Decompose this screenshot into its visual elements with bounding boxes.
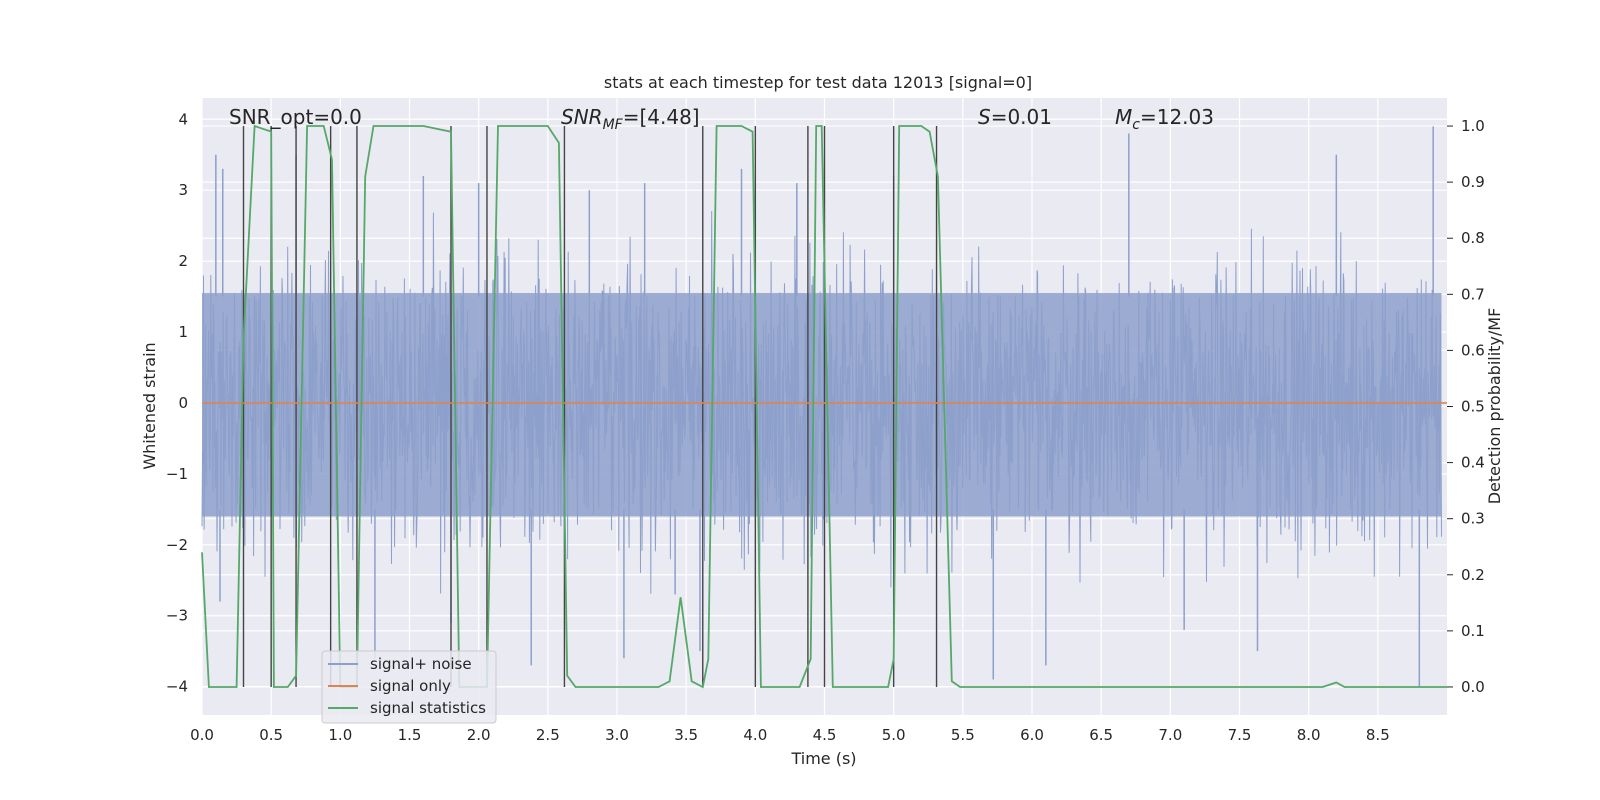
annotation-snr-opt: SNR_opt=0.0 bbox=[229, 105, 362, 129]
x-tick-label-7: 3.5 bbox=[674, 726, 698, 744]
y-tick-label-5: 1 bbox=[178, 323, 188, 341]
annotations: SNR_opt=0.0 SNRMF=[4.48] S=0.01 Mc=12.03 bbox=[229, 105, 1214, 133]
y2-tick-label-2: 0.2 bbox=[1461, 566, 1485, 584]
x-tick-label-9: 4.5 bbox=[813, 726, 837, 744]
chart-title: stats at each timestep for test data 120… bbox=[604, 73, 1032, 92]
x-tick-label-13: 6.5 bbox=[1089, 726, 1113, 744]
x-tick-label-3: 1.5 bbox=[398, 726, 422, 744]
y-tick-label-3: −1 bbox=[166, 465, 188, 483]
signal-statistics-line bbox=[201, 124, 1447, 689]
noise-trace bbox=[201, 210, 1442, 594]
y2-tick-label-0: 0.0 bbox=[1461, 678, 1485, 696]
y2-tick-label-7: 0.7 bbox=[1461, 285, 1485, 303]
x-tick-label-10: 5.0 bbox=[882, 726, 906, 744]
y2-tick-label-9: 0.9 bbox=[1461, 173, 1485, 191]
x-tick-label-6: 3.0 bbox=[605, 726, 629, 744]
x-tick-label-11: 5.5 bbox=[951, 726, 975, 744]
y-axis-ticks: −4 −3 −2 −1 0 1 2 3 4 bbox=[166, 110, 188, 695]
x-axis-ticks: 0.0 0.5 1.0 1.5 2.0 2.5 3.0 3.5 4.0 4.5 5.0 5.5 6.0 6… bbox=[190, 726, 1390, 744]
x-tick-label-17: 8.5 bbox=[1366, 726, 1390, 744]
y-axis-label: Whitened strain bbox=[140, 342, 159, 469]
y2-tick-label-10: 1.0 bbox=[1461, 117, 1485, 135]
x-axis-label: Time (s) bbox=[790, 749, 856, 768]
x-tick-label-0: 0.0 bbox=[190, 726, 214, 744]
x-tick-label-16: 8.0 bbox=[1297, 726, 1321, 744]
y-tick-label-0: −4 bbox=[166, 678, 188, 696]
y2-tick-label-4: 0.4 bbox=[1461, 454, 1485, 472]
x-tick-label-8: 4.0 bbox=[743, 726, 767, 744]
y2-tick-label-1: 0.1 bbox=[1461, 622, 1485, 640]
series-signal-statistics bbox=[201, 124, 1447, 689]
x-tick-label-1: 0.5 bbox=[259, 726, 283, 744]
x-tick-label-5: 2.5 bbox=[536, 726, 560, 744]
y2-axis-label: Detection probability/MF bbox=[1485, 308, 1504, 505]
y2-tick-label-8: 0.8 bbox=[1461, 229, 1485, 247]
annotation-chirp-mass: Mc=12.03 bbox=[1115, 105, 1214, 133]
legend-label-statistics: signal statistics bbox=[370, 699, 486, 717]
y2-axis-ticks: 0.0 0.1 0.2 0.3 0.4 0.5 0.6 0.7 0.8 0.9 1.0 bbox=[1447, 117, 1485, 696]
y-tick-label-8: 4 bbox=[178, 110, 188, 128]
y-tick-label-6: 2 bbox=[178, 252, 188, 270]
legend-label-noise: signal+ noise bbox=[370, 655, 472, 673]
y-tick-label-7: 3 bbox=[178, 181, 188, 199]
y2-tick-label-3: 0.3 bbox=[1461, 510, 1485, 528]
legend-label-signal: signal only bbox=[370, 677, 451, 695]
annotation-snr-mf: SNRMF=[4.48] bbox=[561, 105, 700, 133]
y-tick-label-4: 0 bbox=[178, 394, 188, 412]
y2-tick-label-6: 0.6 bbox=[1461, 341, 1485, 359]
annotation-s-stat: S=0.01 bbox=[978, 105, 1052, 129]
x-tick-label-2: 1.0 bbox=[328, 726, 352, 744]
event-markers bbox=[242, 126, 938, 687]
series-signal-noise bbox=[201, 126, 1442, 687]
x-tick-label-14: 7.0 bbox=[1158, 726, 1182, 744]
x-tick-label-12: 6.0 bbox=[1020, 726, 1044, 744]
y-tick-label-1: −3 bbox=[166, 607, 188, 625]
y2-tick-label-5: 0.5 bbox=[1461, 398, 1485, 416]
legend: signal+ noise signal only signal statist… bbox=[321, 650, 497, 724]
x-tick-label-15: 7.5 bbox=[1228, 726, 1252, 744]
legend-box bbox=[321, 650, 497, 724]
y-tick-label-2: −2 bbox=[166, 536, 188, 554]
x-tick-label-4: 2.0 bbox=[467, 726, 491, 744]
